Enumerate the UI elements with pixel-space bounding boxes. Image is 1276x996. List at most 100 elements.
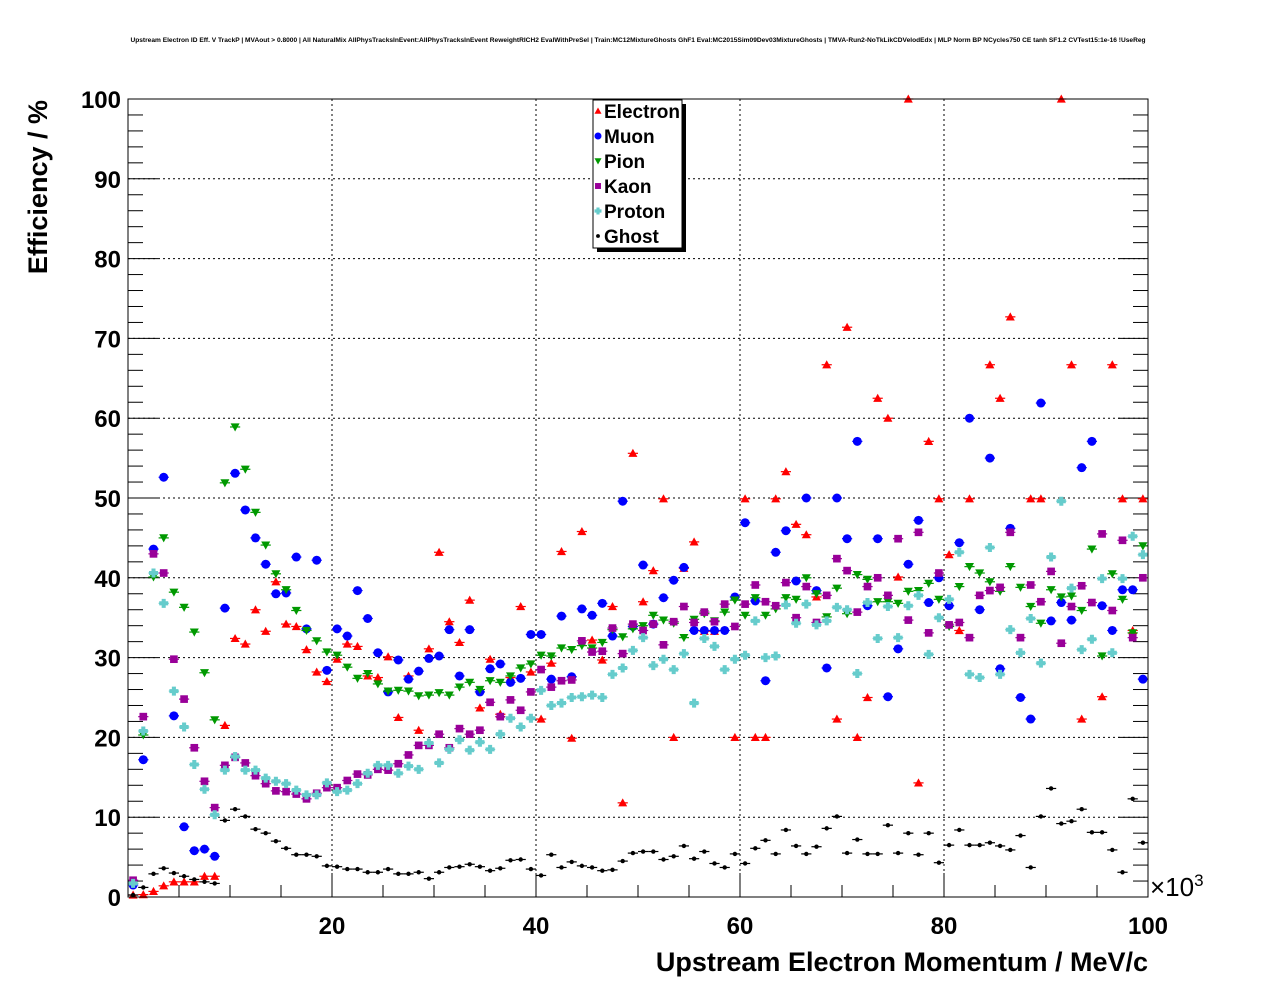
proton-marker — [791, 618, 801, 628]
pion-marker — [342, 663, 352, 672]
data-point-pion — [719, 608, 730, 617]
data-point-ghost — [1025, 865, 1036, 870]
electron-marker — [138, 890, 148, 899]
proton-marker — [1026, 613, 1036, 623]
pion-marker — [363, 669, 373, 679]
data-point-electron — [597, 655, 608, 664]
data-point-muon — [1015, 693, 1026, 702]
kaon-marker — [465, 730, 474, 739]
data-point-pion — [189, 628, 200, 637]
kaon-marker — [1006, 528, 1015, 537]
muon-marker — [832, 493, 842, 503]
ghost-marker — [304, 852, 309, 857]
ghost-marker — [916, 852, 921, 857]
data-point-electron — [536, 714, 547, 723]
x-tick-labels: 20 40 60 80 100 — [319, 913, 1168, 940]
data-point-ghost — [689, 856, 700, 861]
electron-marker — [852, 732, 862, 741]
ghost-marker — [936, 860, 942, 865]
data-point-ghost — [230, 807, 241, 812]
data-point-electron — [464, 595, 475, 604]
data-point-proton — [1015, 648, 1026, 658]
data-point-proton — [168, 686, 179, 696]
proton-marker — [1128, 531, 1138, 541]
kaon-marker — [547, 683, 556, 691]
data-point-electron — [821, 360, 832, 369]
muon-marker — [240, 505, 250, 515]
electron-marker — [149, 886, 158, 896]
electron-marker — [832, 714, 842, 723]
data-point-proton — [505, 713, 516, 723]
proton-marker — [710, 641, 719, 651]
proton-marker — [536, 685, 546, 695]
data-point-muon — [505, 677, 516, 687]
data-point-pion — [515, 664, 526, 673]
data-point-kaon — [587, 648, 598, 656]
proton-marker — [220, 765, 230, 775]
data-point-kaon — [801, 582, 812, 591]
data-point-muon — [984, 453, 995, 463]
data-point-kaon — [933, 569, 944, 577]
data-point-muon — [740, 518, 751, 528]
kaon-marker — [700, 608, 709, 616]
data-point-pion — [219, 479, 230, 488]
data-point-muon — [515, 673, 526, 683]
ghost-marker — [620, 858, 625, 864]
pion-marker — [1118, 595, 1127, 604]
proton-marker — [281, 779, 291, 789]
data-point-proton — [1066, 583, 1077, 593]
muon-marker — [169, 711, 179, 721]
data-point-muon — [321, 665, 332, 675]
ghost-marker — [855, 837, 860, 842]
electron-marker — [393, 712, 403, 722]
ghost-marker — [334, 864, 340, 869]
pion-marker — [761, 611, 770, 620]
data-point-electron — [587, 635, 598, 644]
pion-marker — [750, 594, 760, 603]
data-point-proton — [362, 768, 373, 778]
electron-marker — [659, 494, 668, 503]
data-point-kaon — [525, 688, 536, 696]
data-point-muon — [209, 851, 220, 861]
pion-marker — [801, 574, 811, 583]
pion-marker — [781, 594, 791, 603]
ghost-marker — [895, 850, 901, 856]
muon-legend-icon — [594, 132, 602, 140]
data-point-proton — [801, 599, 812, 609]
data-point-pion — [658, 616, 669, 625]
plot-frame — [127, 98, 1149, 898]
electron-marker — [995, 393, 1005, 402]
kaon-marker — [496, 712, 505, 721]
data-point-kaon — [209, 803, 220, 812]
muon-marker — [373, 648, 383, 658]
muon-marker — [587, 610, 597, 620]
data-point-proton — [587, 690, 598, 700]
kaon-marker — [210, 803, 219, 812]
data-point-pion — [1107, 570, 1118, 579]
ghost-marker — [1079, 807, 1084, 812]
data-point-ghost — [403, 871, 414, 877]
data-point-pion — [872, 598, 883, 607]
data-point-pion — [566, 646, 577, 655]
pion-marker — [1097, 652, 1107, 661]
pion-marker — [536, 651, 546, 660]
proton-marker — [526, 713, 536, 723]
muon-marker — [883, 692, 893, 702]
kaon-marker — [1118, 536, 1127, 545]
ghost-marker — [263, 830, 268, 836]
data-point-ghost — [128, 892, 139, 898]
data-point-proton — [546, 700, 557, 710]
data-point-kaon — [158, 569, 169, 577]
ghost-marker — [1038, 814, 1044, 819]
data-point-ghost — [219, 818, 230, 823]
proton-marker — [342, 785, 352, 795]
ghost-marker — [396, 871, 401, 877]
data-point-electron — [444, 617, 455, 626]
y-tick-label: 20 — [94, 725, 121, 752]
pion-legend-icon — [594, 158, 602, 165]
muon-marker — [965, 413, 974, 423]
electron-marker — [1026, 494, 1036, 503]
electron-marker — [638, 597, 648, 606]
data-point-kaon — [750, 581, 761, 589]
data-point-ghost — [1127, 796, 1138, 802]
